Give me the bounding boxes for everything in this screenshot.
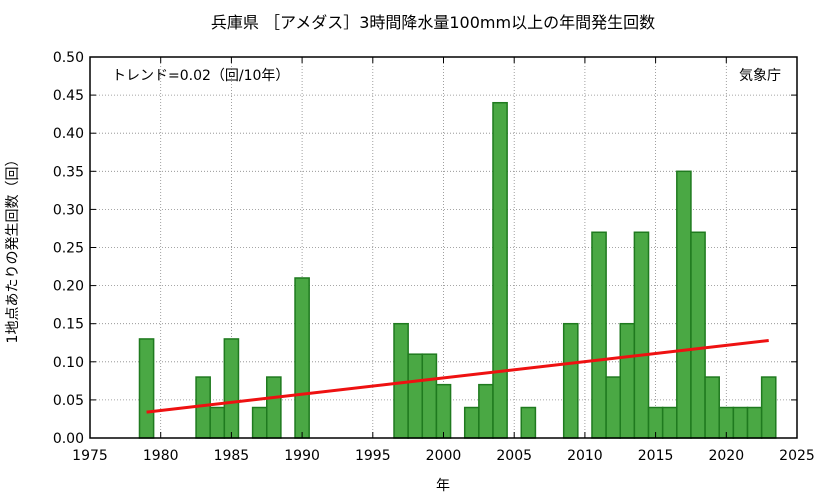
bar-1984: [209, 406, 226, 439]
bar-2009: [562, 322, 579, 439]
bars: [138, 101, 777, 439]
axis-ticks: 1975 1980 1985 1990 1995 2000 2005 2010 2015 2020…: [53, 50, 815, 464]
y-tick-label: 0.15: [53, 317, 84, 333]
source-annotation: 気象庁: [739, 68, 781, 84]
x-tick-label: 2010: [567, 448, 603, 464]
bar-2011: [591, 231, 607, 439]
x-tick-label: 2015: [638, 448, 674, 464]
bar-2014: [633, 231, 650, 439]
y-tick-label: 0.10: [53, 355, 84, 371]
y-tick-label: 0.35: [53, 164, 84, 180]
bar-1979: [138, 338, 155, 439]
x-tick-label: 1980: [143, 448, 179, 464]
y-tick-label: 0.40: [53, 126, 84, 142]
bar-2022: [746, 406, 763, 439]
x-tick-label: 2005: [496, 448, 532, 464]
bar-1987: [251, 406, 268, 439]
y-tick-label: 0.45: [53, 88, 84, 104]
x-tick-label: 2025: [779, 448, 815, 464]
chart-title: 兵庫県 ［アメダス］3時間降水量100mm以上の年間発生回数: [211, 13, 655, 32]
bar-2000: [435, 383, 452, 439]
bar-1999: [421, 353, 438, 439]
x-tick-label: 2020: [708, 448, 744, 464]
x-tick-label: 2000: [426, 448, 462, 464]
x-axis-label: 年: [436, 478, 450, 494]
trend-line: [146, 338, 769, 414]
y-tick-label: 0.00: [53, 431, 84, 447]
trend-annotation: トレンド=0.02（回/10年）: [112, 68, 289, 84]
x-tick-label: 1990: [284, 448, 320, 464]
bar-2003: [478, 383, 494, 439]
bar-2023: [760, 376, 777, 439]
bar-1988: [266, 376, 282, 439]
bar-2013: [619, 322, 636, 439]
y-tick-label: 0.25: [53, 241, 84, 257]
bar-2002: [463, 406, 480, 439]
bar-2016: [661, 406, 678, 439]
y-tick-label: 0.20: [53, 279, 84, 295]
y-axis-label: 1地点あたりの発生回数（回）: [5, 153, 21, 344]
x-tick-label: 1975: [72, 448, 108, 464]
bar-2019: [704, 376, 720, 439]
y-tick-label: 0.50: [53, 50, 84, 66]
bar-1985: [223, 338, 240, 439]
bar-2004: [492, 101, 508, 439]
bar-1990: [294, 277, 310, 439]
y-tick-label: 0.30: [53, 202, 84, 218]
x-tick-label: 1985: [214, 448, 250, 464]
bar-2006: [520, 406, 537, 439]
bar-2018: [690, 231, 706, 439]
bar-2017: [676, 170, 692, 439]
bar-1998: [407, 353, 424, 439]
bar-2021: [732, 406, 749, 439]
bar-2012: [605, 376, 621, 439]
y-tick-label: 0.05: [53, 393, 84, 409]
x-tick-label: 1995: [355, 448, 391, 464]
